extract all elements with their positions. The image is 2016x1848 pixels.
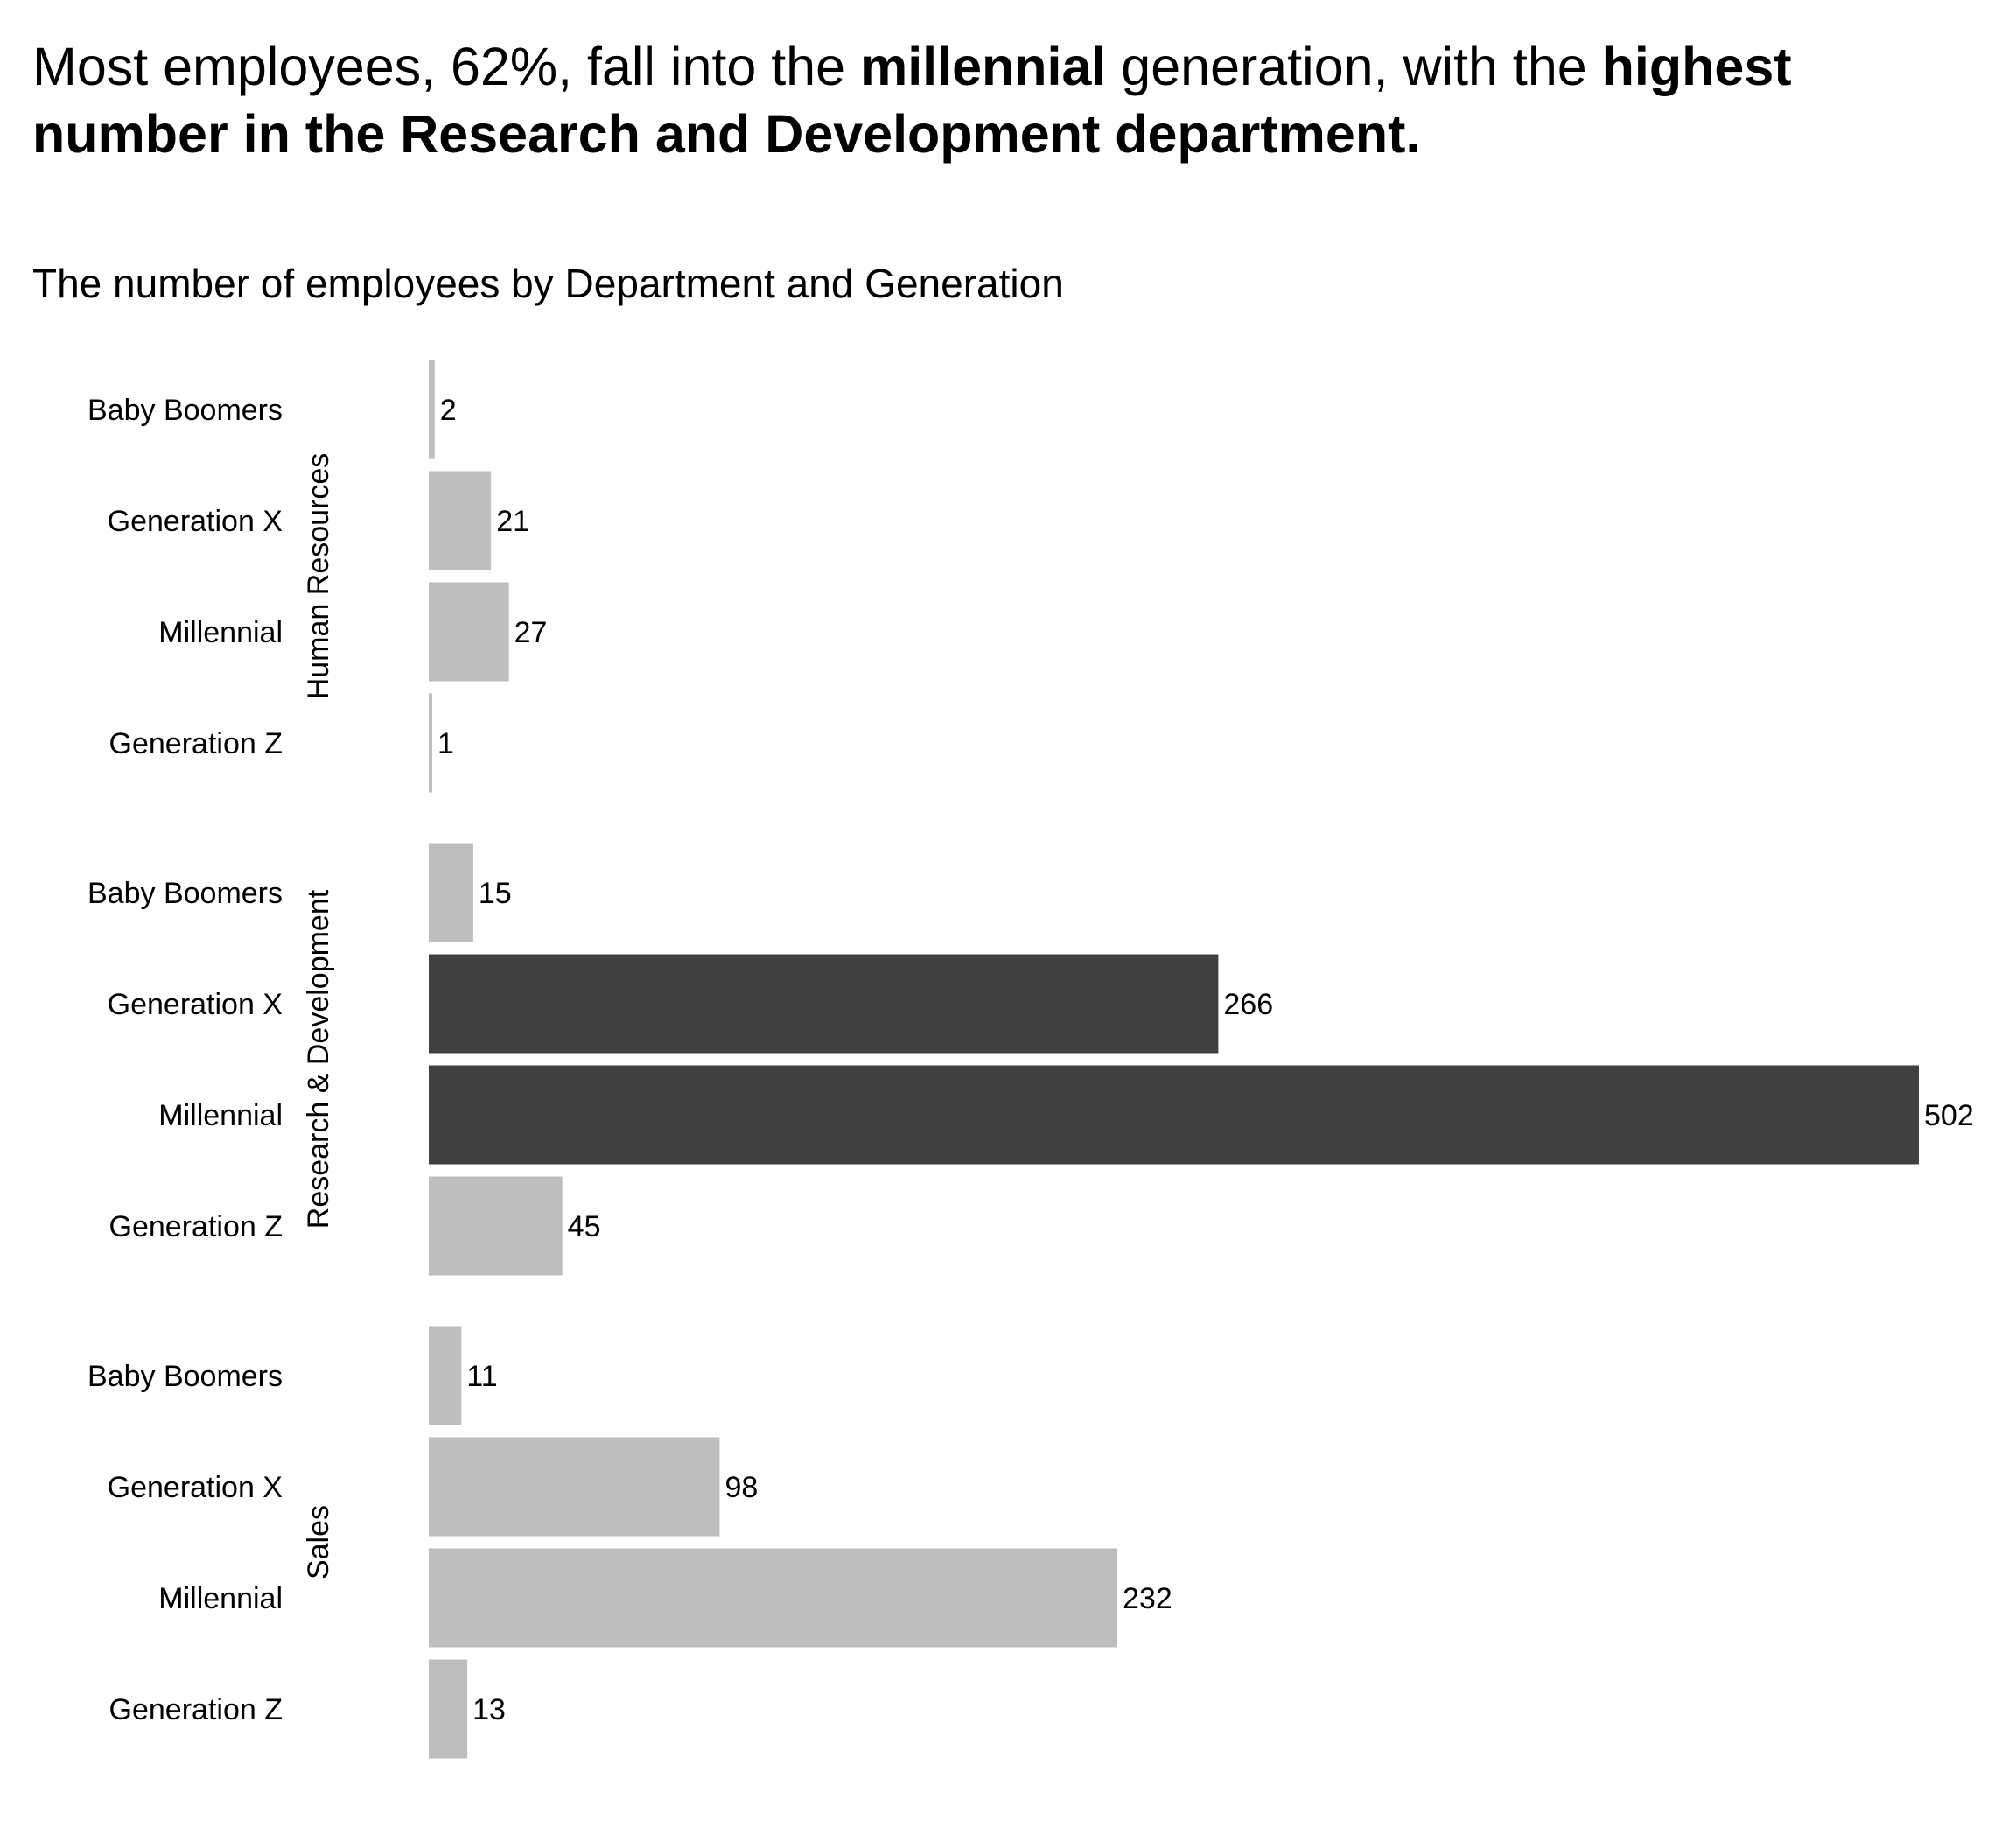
headline-part-2: generation, with the [1106,37,1602,96]
value-label-research-development-millennial: 502 [1924,1099,1974,1132]
bar-research-development-generation-x [429,954,1219,1054]
value-label-human-resources-generation-z: 1 [438,727,454,760]
bar-research-development-baby-boomers [429,843,473,942]
bar-sales-millennial [429,1548,1118,1648]
value-label-sales-millennial: 232 [1123,1582,1172,1615]
department-label-sales: Sales [302,1505,335,1579]
value-label-sales-generation-z: 13 [472,1693,506,1726]
value-label-research-development-generation-x: 266 [1223,988,1273,1021]
category-label-human-resources-baby-boomers: Baby Boomers [88,394,283,427]
department-label-human-resources: Human Resources [302,453,335,700]
bar-research-development-millennial [429,1065,1919,1165]
category-label-research-development-millennial: Millennial [158,1099,283,1132]
category-label-sales-baby-boomers: Baby Boomers [88,1360,283,1393]
value-label-human-resources-generation-x: 21 [496,505,529,538]
bar-human-resources-millennial [429,582,509,682]
chart-subtitle: The number of employees by Department an… [32,261,1064,306]
bar-sales-generation-z [429,1659,468,1759]
category-label-sales-generation-z: Generation Z [109,1693,283,1726]
headline-bold-2: highest number in the Research and Devel… [32,37,1792,164]
headline-part-1: Most employees, 62%, fall into the [32,37,860,96]
value-label-research-development-generation-z: 45 [568,1210,601,1243]
category-label-human-resources-generation-z: Generation Z [109,727,283,760]
bar-human-resources-baby-boomers [429,360,435,459]
department-label-research-development: Research & Development [302,889,335,1228]
category-label-sales-generation-x: Generation X [108,1471,283,1504]
category-label-research-development-generation-z: Generation Z [109,1210,283,1243]
bar-human-resources-generation-z [429,693,432,793]
category-label-human-resources-generation-x: Generation X [108,505,283,538]
value-label-research-development-baby-boomers: 15 [479,877,512,910]
value-label-sales-baby-boomers: 11 [466,1360,497,1393]
bar-human-resources-generation-x [429,471,492,570]
bar-sales-generation-x [429,1437,720,1536]
category-label-research-development-generation-x: Generation X [108,988,283,1021]
value-label-human-resources-baby-boomers: 2 [440,394,457,427]
value-label-human-resources-millennial: 27 [514,616,548,649]
bar-sales-baby-boomers [429,1326,462,1425]
category-label-sales-millennial: Millennial [158,1582,283,1615]
category-label-human-resources-millennial: Millennial [158,616,283,649]
headline-bold-1: millennial [859,37,1107,96]
value-label-sales-generation-x: 98 [724,1471,758,1504]
category-label-research-development-baby-boomers: Baby Boomers [88,877,283,910]
bar-research-development-generation-z [429,1176,563,1276]
chart-headline: Most employees, 62%, fall into the mille… [32,33,1957,168]
